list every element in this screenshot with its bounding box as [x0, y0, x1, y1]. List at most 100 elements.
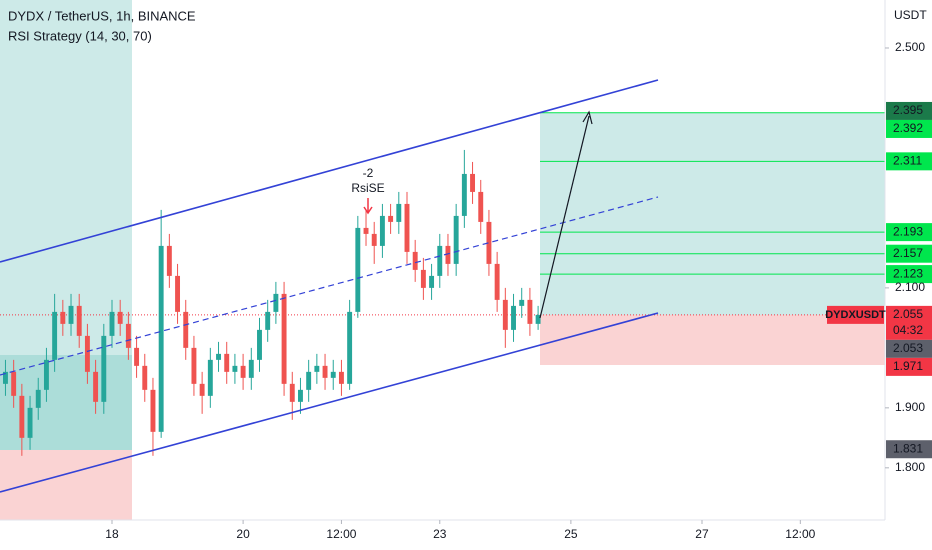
candle-body: [76, 305, 82, 336]
price-label: 2.392: [893, 121, 923, 135]
candle-body: [289, 383, 295, 402]
position-profit-zone: [540, 113, 885, 315]
candle-body: [52, 311, 58, 360]
candle-body: [478, 191, 484, 222]
candle-body: [191, 347, 197, 384]
position-loss-zone: [0, 450, 132, 520]
candle-body: [404, 203, 410, 252]
candle-body: [60, 311, 66, 324]
candle-body: [265, 311, 271, 330]
candle-body: [27, 407, 33, 438]
position-profit-zone: [0, 0, 132, 355]
candle-body: [322, 365, 328, 378]
candle-body: [347, 311, 353, 384]
x-tick-label: 23: [433, 527, 447, 541]
candle-body: [396, 203, 402, 222]
candle-body: [314, 365, 320, 372]
candle-body: [453, 215, 459, 264]
candle-body: [461, 173, 467, 216]
candle-body: [355, 227, 361, 312]
candle-body: [125, 323, 131, 348]
symbol-label: DYDXUSDT: [825, 309, 886, 321]
x-tick-label: 20: [236, 527, 250, 541]
candle-body: [437, 245, 443, 276]
candle-body: [117, 311, 123, 324]
candle-body: [232, 365, 238, 372]
candle-body: [19, 395, 25, 438]
price-label-box: [886, 101, 932, 120]
price-label: 2.123: [893, 266, 923, 280]
candle-body: [183, 311, 189, 348]
price-label: 2.395: [893, 103, 923, 117]
x-tick-label: 12:00: [785, 527, 815, 541]
x-tick-label: 18: [105, 527, 119, 541]
candle-body: [281, 293, 287, 384]
channel-lower: [0, 312, 659, 493]
candle-body: [158, 245, 164, 432]
price-label-box: [886, 265, 932, 284]
price-label-box: [886, 244, 932, 263]
price-label: 2.157: [893, 246, 923, 260]
candle-body: [216, 353, 221, 360]
price-label: 2.311: [893, 154, 922, 168]
signal-label: RsiSE: [351, 181, 384, 195]
candle-body: [511, 305, 516, 330]
candle-body: [68, 305, 74, 324]
channel-middle: [0, 196, 659, 376]
candle-body: [199, 383, 205, 396]
overlay-lines: [0, 112, 885, 316]
price-label-box: [886, 119, 932, 138]
price-label-box: [886, 223, 932, 242]
candles: [3, 149, 541, 456]
candle-body: [150, 389, 156, 432]
candle-body: [412, 251, 418, 270]
candle-body: [84, 335, 90, 372]
candle-body: [142, 365, 148, 390]
price-label-box: [886, 152, 932, 171]
price-label: 2.053: [893, 341, 923, 355]
price-label-box: [886, 440, 932, 459]
candle-body: [338, 371, 344, 384]
time-axis: [0, 520, 932, 550]
candle-body: [486, 221, 492, 264]
price-label: 2.193: [893, 224, 923, 238]
candle-body: [101, 335, 107, 402]
x-tick-label: 12:00: [326, 527, 356, 541]
candle-body: [3, 371, 8, 384]
price-label-box: [886, 305, 932, 340]
candle-body: [502, 299, 508, 330]
symbol-label-box: [827, 305, 884, 324]
candle-body: [109, 311, 115, 336]
candle-body: [429, 275, 435, 288]
candle-body: [35, 389, 41, 408]
candle-body: [11, 371, 17, 396]
candle-body: [445, 245, 451, 264]
price-label: 1.831: [893, 441, 923, 455]
candle-body: [420, 269, 426, 288]
axis-unit: USDT: [894, 8, 927, 22]
y-tick-label: 1.900: [895, 400, 925, 414]
candle-body: [257, 329, 262, 360]
candle-body: [379, 215, 385, 246]
projection-arrow: [539, 115, 590, 319]
candle-body: [519, 299, 525, 306]
candle-body: [306, 371, 312, 390]
candle-body: [330, 371, 336, 378]
candle-body: [248, 359, 254, 378]
candle-body: [207, 359, 213, 396]
candle-body: [43, 359, 49, 390]
chart-title: DYDX / TetherUS, 1h, BINANCE: [8, 8, 196, 23]
candle-body: [224, 353, 230, 372]
signal-count: -2: [363, 166, 374, 180]
arrow-head: [582, 110, 593, 125]
candle-body: [371, 233, 377, 246]
candle-body: [527, 299, 533, 324]
candle-body: [166, 245, 172, 276]
y-tick-label: 2.100: [895, 280, 925, 294]
price-labels: 2.395 2.392 2.311 2.193 2.157 2.123 2.055 04:32…: [825, 101, 932, 459]
candle-body: [535, 314, 541, 324]
candle-body: [93, 371, 99, 402]
channel-upper: [0, 79, 659, 263]
x-tick-label: 27: [695, 527, 709, 541]
